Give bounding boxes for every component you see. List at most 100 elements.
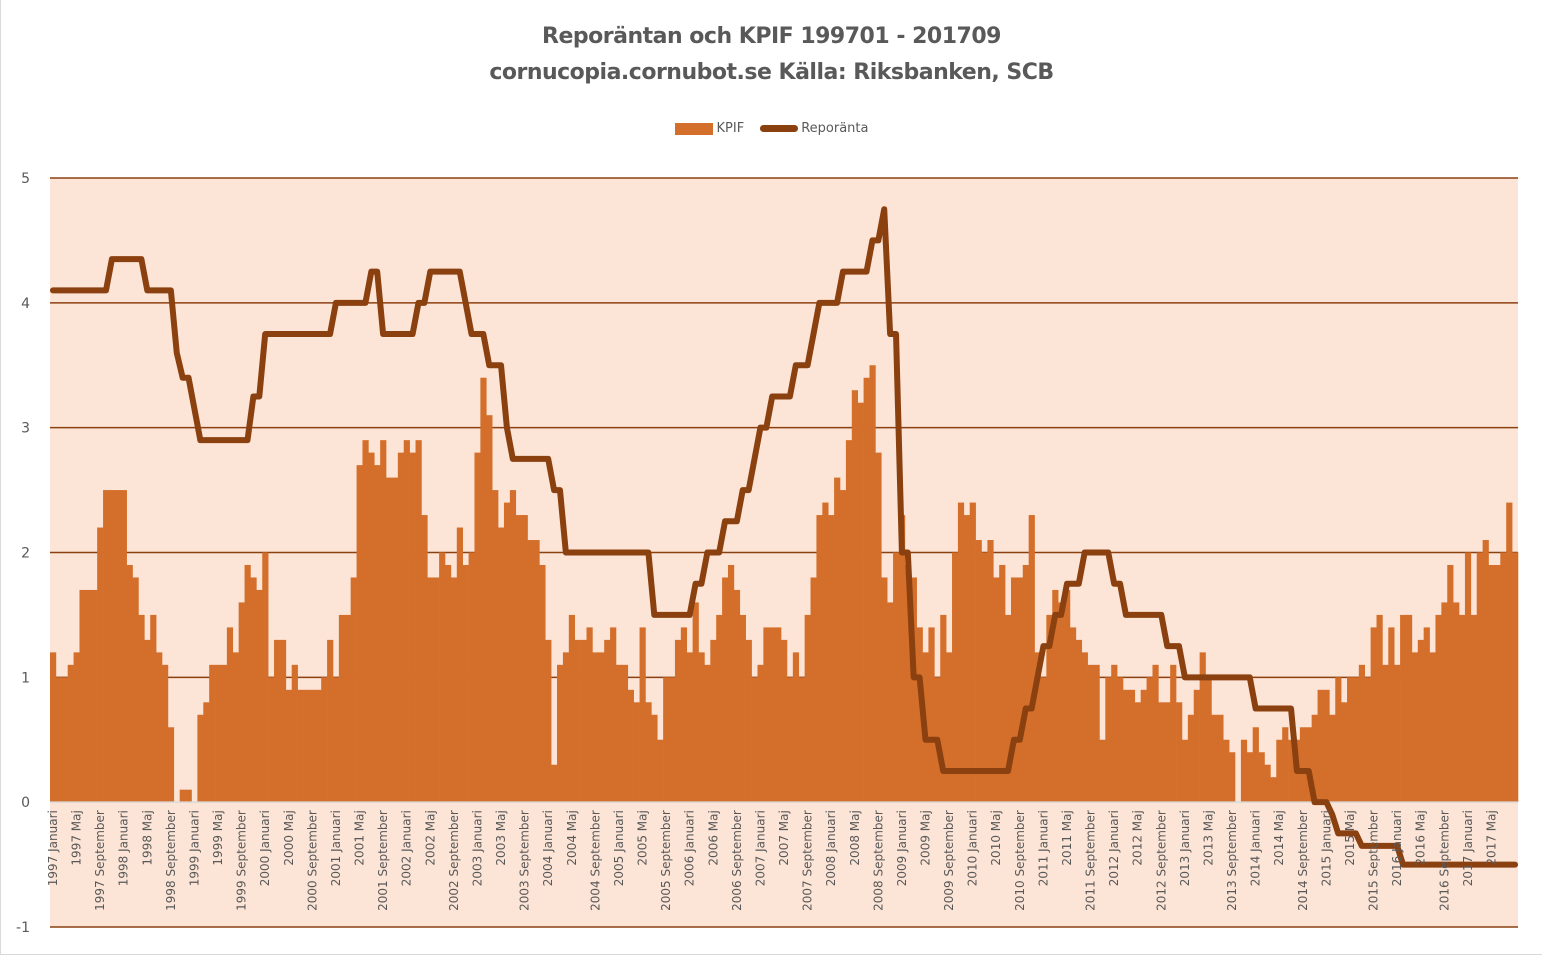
kpif-bar	[167, 727, 175, 803]
kpif-bar	[863, 377, 870, 803]
x-tick-label: 2004 Januari	[541, 810, 555, 886]
y-tick-label: 4	[21, 296, 30, 312]
legend-label-repo: Reporänta	[801, 121, 869, 136]
kpif-bar	[433, 577, 440, 803]
x-tick-label: 1998 Maj	[140, 810, 154, 865]
x-tick-label: 2007 September	[801, 810, 815, 911]
x-tick-label: 2001 Januari	[329, 810, 343, 886]
kpif-bar	[321, 677, 328, 803]
kpif-bar	[621, 664, 629, 803]
kpif-bar	[220, 664, 228, 803]
x-axis-labels: 1997 Januari 1997 Maj 1997 September 1998 J…	[46, 810, 1499, 911]
kpif-bar	[1476, 552, 1483, 803]
kpif-bar	[226, 627, 234, 803]
kpif-bar	[1028, 515, 1035, 803]
kpif-bar	[1093, 664, 1100, 803]
kpif-bar	[386, 477, 393, 803]
x-tick-label: 2014 Januari	[1249, 810, 1263, 886]
x-tick-label: 2015 Maj	[1343, 810, 1357, 865]
kpif-bar	[279, 639, 287, 803]
kpif-bar	[391, 477, 399, 803]
kpif-bar	[680, 627, 688, 803]
x-tick-label: 2012 Maj	[1131, 810, 1145, 865]
kpif-bar	[439, 552, 446, 803]
kpif-bar	[1488, 564, 1495, 803]
kpif-bar	[1388, 627, 1395, 803]
kpif-bar	[669, 677, 676, 803]
kpif-bar	[952, 552, 959, 803]
kpif-bar	[704, 664, 711, 803]
kpif-bar	[492, 490, 499, 803]
kpif-bar	[834, 477, 841, 803]
kpif-bar	[1123, 689, 1130, 803]
kpif-bar	[1099, 739, 1106, 803]
x-tick-label: 2003 Maj	[494, 810, 508, 865]
kpif-bar	[1240, 739, 1248, 803]
kpif-bar	[509, 490, 517, 803]
kpif-bar	[1482, 540, 1489, 803]
x-tick-label: 2015 Januari	[1319, 810, 1333, 886]
legend-label-kpif: KPIF	[716, 121, 745, 136]
kpif-bar	[1040, 677, 1047, 803]
x-tick-label: 2014 September	[1296, 810, 1310, 911]
y-tick-label: 2	[21, 546, 30, 562]
kpif-bar	[904, 564, 912, 803]
x-tick-label: 1998 September	[164, 810, 178, 911]
kpif-bar	[1411, 652, 1419, 803]
kpif-bar	[1081, 652, 1088, 803]
x-tick-label: 2014 Maj	[1272, 810, 1286, 865]
kpif-bar	[981, 552, 988, 803]
kpif-bar	[1087, 664, 1094, 803]
kpif-bar	[869, 365, 876, 803]
kpif-bar	[1512, 552, 1519, 803]
kpif-bar	[203, 702, 210, 803]
kpif-bar	[144, 639, 151, 803]
kpif-bar	[1270, 777, 1277, 803]
chart-legend: KPIF Reporänta	[0, 121, 1543, 136]
x-tick-label: 2003 September	[518, 810, 532, 911]
kpif-bar	[1252, 727, 1259, 803]
x-tick-label: 2000 September	[305, 810, 319, 911]
kpif-bar	[745, 639, 752, 803]
x-tick-label: 2013 Januari	[1178, 810, 1192, 886]
x-tick-label: 2005 Januari	[612, 810, 626, 886]
kpif-bar	[963, 515, 971, 803]
x-tick-label: 2006 September	[730, 810, 744, 911]
kpif-bar	[792, 652, 800, 803]
kpif-bar	[916, 627, 923, 803]
kpif-bar	[1506, 502, 1513, 803]
kpif-bar	[568, 614, 576, 803]
kpif-bar	[580, 639, 587, 803]
kpif-bar	[987, 540, 994, 803]
kpif-bar	[527, 540, 534, 803]
kpif-bar	[1111, 664, 1118, 803]
x-tick-label: 2002 September	[447, 810, 461, 911]
kpif-bar	[350, 577, 357, 803]
kpif-bar	[285, 689, 293, 803]
kpif-bar	[356, 465, 363, 803]
x-tick-label: 2004 Maj	[565, 810, 579, 865]
x-tick-label: 2006 Maj	[706, 810, 720, 865]
kpif-bar	[67, 664, 74, 803]
kpif-bar	[562, 652, 570, 803]
kpif-bar	[1376, 614, 1383, 803]
kpif-bar	[1394, 664, 1401, 803]
x-tick-label: 2009 Januari	[895, 810, 909, 886]
x-tick-label: 2013 Maj	[1201, 810, 1215, 865]
kpif-bar	[468, 552, 475, 803]
kpif-bar	[1453, 602, 1460, 803]
kpif-bar	[1105, 677, 1112, 803]
kpif-bar	[368, 452, 375, 803]
kpif-bar	[1341, 702, 1348, 803]
kpif-bar	[256, 589, 263, 803]
kpif-bar	[763, 627, 770, 803]
x-tick-label: 2000 Maj	[282, 810, 296, 865]
kpif-bar	[1128, 689, 1136, 803]
x-tick-label: 2001 September	[376, 810, 390, 911]
x-tick-label: 1997 Maj	[70, 810, 84, 865]
x-tick-label: 2005 Maj	[636, 810, 650, 865]
kpif-bar	[1423, 627, 1430, 803]
x-tick-label: 1997 September	[93, 810, 107, 911]
